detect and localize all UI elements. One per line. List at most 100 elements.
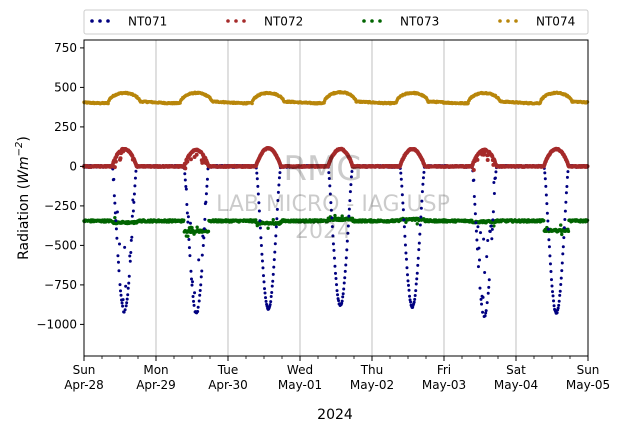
y-axis-title-close: ): [16, 136, 32, 141]
nt071-point: [334, 277, 338, 281]
y-tick-label: −750: [44, 278, 77, 292]
nt071-point: [416, 256, 420, 260]
nt071-point: [422, 170, 426, 174]
nt071-point: [555, 311, 559, 315]
nt071-point: [202, 236, 206, 240]
nt073-point: [254, 218, 258, 222]
nt071-point: [549, 278, 553, 282]
nt071-point: [547, 245, 551, 249]
nt071-point: [200, 269, 204, 273]
nt071-point: [255, 177, 259, 181]
nt071-point: [332, 256, 336, 260]
y-tick-label: 500: [54, 80, 77, 94]
nt071-point: [117, 242, 121, 246]
nt072-point: [183, 166, 188, 171]
nt071-point: [264, 296, 268, 300]
nt071-point: [406, 279, 410, 283]
nt073-point: [566, 229, 571, 234]
legend-marker: [370, 19, 374, 23]
nt071-point: [116, 260, 120, 264]
nt071-point: [552, 304, 556, 308]
legend-item-nt071: NT071: [90, 15, 167, 29]
nt071-point: [187, 246, 191, 250]
nt071-point: [128, 254, 132, 258]
x-tick-label-day: Wed: [287, 363, 313, 377]
x-tick-label-day: Mon: [143, 363, 168, 377]
y-axis: −1000 −750 −500 −250 0 250 500 750: [36, 41, 84, 331]
nt071-point: [204, 192, 208, 196]
nt073-point: [206, 229, 211, 234]
nt071-point: [560, 269, 564, 273]
nt071-point: [184, 187, 188, 191]
nt071-point: [118, 283, 122, 287]
legend-marker: [242, 19, 246, 23]
nt071-point: [416, 263, 420, 267]
nt072-point: [194, 152, 199, 157]
nt071-point: [115, 236, 119, 240]
nt071-point: [274, 234, 278, 238]
nt073-point: [560, 232, 564, 237]
nt073-point: [266, 226, 270, 230]
nt071-point: [203, 217, 207, 221]
nt071-point: [543, 177, 547, 181]
nt071-point: [192, 299, 196, 303]
nt071-point: [130, 235, 134, 239]
x-tick-label-date: Apr-30: [208, 378, 248, 392]
nt071-point: [558, 293, 562, 297]
nt071-point: [197, 299, 201, 303]
nt071-point: [486, 291, 490, 295]
nt071-point: [186, 215, 190, 219]
nt071-point: [402, 218, 406, 222]
nt071-point: [403, 234, 407, 238]
nt071-point: [199, 283, 203, 287]
nt071-point: [272, 265, 276, 269]
nt071-point: [327, 171, 331, 175]
nt071-point: [420, 199, 424, 203]
nt073-point: [182, 218, 186, 222]
nt071-point: [565, 175, 569, 179]
nt071-point: [340, 301, 344, 305]
nt071-point: [545, 211, 549, 215]
nt071-point: [407, 288, 411, 292]
nt071-point: [332, 248, 336, 252]
nt071-point: [489, 224, 493, 228]
legend-marker: [98, 19, 102, 23]
nt071-point: [125, 301, 129, 305]
nt071-point: [561, 245, 565, 249]
nt071-point: [120, 301, 124, 305]
nt071-point: [490, 237, 494, 241]
nt071-point: [330, 216, 334, 220]
x-gridlines: [155, 40, 517, 356]
x-tick-label-day: Thu: [360, 363, 384, 377]
nt071-point: [563, 218, 567, 222]
nt073-point: [492, 224, 496, 228]
nt071-point: [399, 171, 403, 175]
nt071-point: [133, 184, 137, 188]
nt071-point: [562, 236, 566, 240]
nt071-point: [349, 183, 353, 187]
nt071-point: [134, 169, 138, 173]
nt071-point: [557, 303, 561, 307]
nt071-point: [126, 293, 130, 297]
nt071-point: [121, 304, 125, 308]
nt071-point: [472, 178, 476, 182]
nt071-point: [479, 297, 483, 301]
nt071-point: [420, 190, 424, 194]
nt071-point: [112, 177, 116, 181]
legend-frame: [83, 9, 589, 35]
y-axis-title-unit: Wm: [16, 156, 32, 183]
nt071-point: [256, 192, 260, 196]
nt071-point: [114, 219, 118, 223]
nt071-point: [488, 229, 492, 233]
nt071-point: [191, 294, 195, 298]
nt071-point: [348, 190, 352, 194]
nt074-point: [585, 100, 590, 104]
nt071-point: [347, 207, 351, 211]
nt071-point: [271, 279, 275, 283]
nt071-point: [349, 175, 353, 179]
nt071-point: [485, 301, 489, 305]
nt071-point: [409, 300, 413, 304]
nt071-point: [483, 314, 487, 318]
x-tick-label-date: May-05: [566, 378, 610, 392]
nt071-point: [402, 225, 406, 229]
